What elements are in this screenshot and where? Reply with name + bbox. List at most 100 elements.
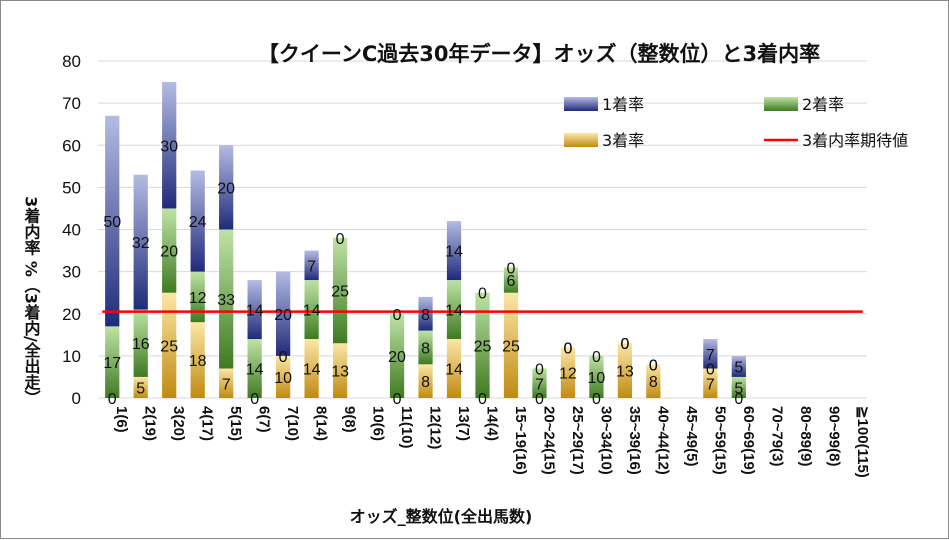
x-tick-label: 60~69(19) [740, 406, 757, 475]
data-labels: 0175051632252030181224733200141410020141… [103, 138, 743, 408]
y-tick-label: 10 [62, 347, 81, 366]
x-tick-label: 3(20) [170, 406, 187, 441]
y-tick-label: 30 [62, 263, 81, 282]
bar-segment [731, 355, 746, 377]
bar-segment [332, 343, 348, 398]
bar-segment [446, 221, 462, 281]
x-tick-label: ≧100(115) [854, 406, 871, 478]
x-tick-label: 70~79(3) [768, 406, 785, 466]
data-label: 0 [706, 362, 715, 379]
data-label: 0 [734, 391, 743, 408]
x-tick-label: 11(10) [398, 406, 415, 449]
y-tick-label: 60 [62, 136, 81, 155]
bar-segment [703, 368, 718, 398]
data-label: 20 [217, 180, 235, 197]
x-tick-label: 90~99(8) [825, 406, 842, 466]
bar-segment [247, 280, 262, 340]
data-label: 14 [445, 303, 463, 320]
bar-segment [418, 296, 433, 331]
data-label: 7 [706, 347, 715, 364]
legend-label-second-place: 2着率 [802, 95, 844, 114]
bar-segment [219, 368, 234, 398]
data-label: 13 [331, 364, 349, 381]
data-label: 14 [303, 303, 321, 320]
data-label: 14 [303, 362, 321, 379]
data-label: 0 [478, 286, 487, 303]
data-label: 0 [592, 391, 601, 408]
x-tick-label: 50~59(15) [711, 406, 728, 475]
bar-segment [304, 280, 319, 340]
x-axis-ticks: 1(6) 2(19) 3(20) 4(17) 5(15) 6(7) 7(10) 8(14) 9(… [113, 406, 871, 478]
data-label: 0 [393, 391, 402, 408]
chart-title: 【クイーンC過去30年データ】オッズ（整数位）と3着内率 [258, 42, 820, 66]
y-tick-label: 20 [62, 305, 81, 324]
bar-segment [162, 292, 177, 398]
data-label: 0 [108, 391, 117, 408]
data-label: 25 [160, 338, 178, 355]
bar-segment [389, 313, 405, 398]
data-label: 5 [734, 380, 743, 397]
bar-segment [162, 208, 177, 293]
bar-segment [703, 339, 718, 369]
data-label: 8 [649, 374, 658, 391]
data-label: 0 [592, 349, 601, 366]
x-tick-label: 8(14) [313, 406, 330, 441]
y-tick-label: 50 [62, 178, 81, 197]
x-axis-label: オッズ_整数位(全出馬数) [350, 507, 533, 526]
data-label: 0 [649, 357, 658, 374]
x-tick-label: 45~49(5) [683, 406, 700, 466]
y-axis-label: 3着内率 %（3着内/全出走） [22, 196, 42, 406]
data-label: 14 [445, 362, 463, 379]
data-label: 25 [331, 284, 349, 301]
data-label: 20 [160, 244, 178, 261]
legend-label-first-place: 1着率 [602, 95, 644, 114]
bar-segment [219, 229, 234, 369]
x-tick-label: 4(17) [199, 406, 216, 441]
bar-segment [532, 368, 547, 398]
bar-segment [646, 364, 661, 398]
bar-segment [731, 376, 746, 398]
data-label: 0 [620, 336, 629, 353]
bar-segment [503, 267, 519, 293]
data-label: 0 [563, 340, 572, 357]
bar-segment [503, 292, 519, 398]
legend-label-third-place: 3着率 [602, 131, 644, 150]
y-axis-ticks: 0 10 20 30 40 50 60 70 80 [62, 52, 81, 408]
data-label: 25 [502, 338, 520, 355]
bar-segment [304, 339, 319, 398]
bar-segment [332, 237, 348, 344]
data-label: 24 [189, 214, 207, 231]
data-label: 50 [103, 214, 121, 231]
data-label: 6 [507, 273, 516, 290]
x-tick-label: 14(4) [484, 406, 501, 441]
data-label: 32 [132, 235, 150, 252]
data-label: 14 [445, 244, 463, 261]
x-tick-label: 7(10) [284, 406, 301, 441]
bar-segment [560, 347, 576, 398]
data-label: 7 [222, 376, 231, 393]
y-tick-label: 0 [72, 389, 81, 408]
data-label: 20 [274, 307, 292, 324]
data-label: 25 [474, 338, 492, 355]
x-tick-label: 35~39(16) [626, 406, 643, 475]
x-tick-label: 20~24(15) [540, 406, 557, 475]
bar-segment [162, 82, 177, 209]
data-label: 0 [620, 336, 629, 353]
data-label: 7 [307, 258, 316, 275]
x-tick-label: 25~29(17) [569, 406, 586, 475]
data-label: 8 [421, 307, 430, 324]
bar-segment [133, 174, 148, 310]
data-label: 8 [421, 340, 430, 357]
data-label: 7 [535, 376, 544, 393]
bar-segment [133, 309, 148, 377]
bar-segment [304, 250, 319, 281]
bar-segment [446, 280, 462, 340]
data-label: 30 [160, 138, 178, 155]
bar-segment [418, 330, 433, 365]
y-tick-label: 80 [62, 52, 81, 71]
data-label: 18 [189, 353, 207, 370]
bar-segment [617, 343, 633, 398]
legend: 1着率 2着率 3着率 3着内率期待値 [564, 95, 908, 150]
